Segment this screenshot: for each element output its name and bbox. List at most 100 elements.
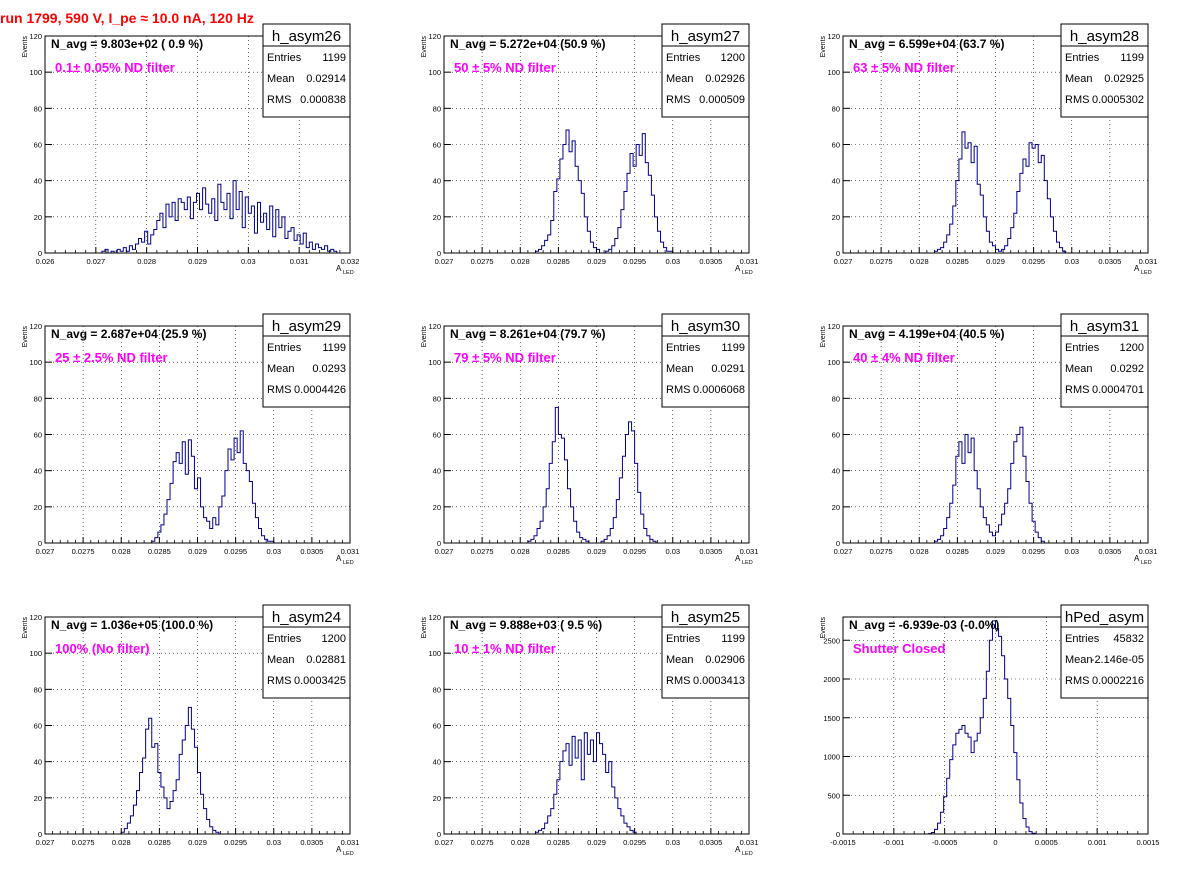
x-axis-label-subscript: LED: [1141, 270, 1152, 276]
x-tick-label: 0.027: [435, 257, 454, 266]
y-tick-label: 60: [34, 141, 42, 150]
x-tick-label: 0.0295: [623, 838, 646, 847]
x-tick-label: 0.0295: [623, 547, 646, 556]
stats-label: Entries: [267, 633, 302, 645]
stats-value: 0.02906: [705, 654, 745, 666]
y-tick-label: 80: [34, 394, 42, 403]
x-tick-label: 0.0275: [870, 547, 893, 556]
x-axis-label-subscript: LED: [343, 270, 354, 276]
stats-value: 0.02925: [1104, 73, 1144, 85]
histogram-panel-h_asym27: 0.027 0.0275 0.028 0.0285 0.029 0.0295 0.03 0.0…: [421, 23, 759, 276]
x-tick-label: 0.0285: [148, 838, 171, 847]
stats-label: Entries: [666, 342, 701, 354]
histogram-series-line: [927, 620, 1036, 835]
histogram-series-line: [95, 180, 340, 254]
stats-title-box: [661, 604, 750, 628]
stats-label: Entries: [267, 342, 302, 354]
x-tick-label: 0.031: [341, 547, 360, 556]
stats-title: h_asym31: [1070, 318, 1139, 335]
x-axis-label: A: [336, 845, 342, 854]
x-tick-label: 0.0305: [699, 257, 722, 266]
y-tick-label: 120: [827, 32, 840, 41]
stats-value: 0.02881: [306, 654, 346, 666]
stats-value: 1200: [1120, 342, 1144, 354]
y-tick-label: 100: [29, 649, 42, 658]
histogram-panel-h_asym25: 0.027 0.0275 0.028 0.0285 0.029 0.0295 0.03 0.0…: [421, 604, 758, 857]
x-tick-label: 0.029: [587, 547, 606, 556]
x-axis-label-subscript: LED: [1141, 560, 1152, 566]
x-tick-label: 0.0305: [1098, 257, 1121, 266]
y-tick-label: 60: [433, 722, 441, 731]
y-tick-label: 1000: [823, 753, 840, 762]
x-tick-label: 0.027: [86, 257, 105, 266]
y-tick-label: 0: [437, 830, 441, 839]
stats-box: [262, 626, 351, 699]
y-tick-label: 60: [34, 722, 42, 731]
filter-annotation: 0.1± 0.05% ND filter: [55, 60, 175, 75]
stats-title: h_asym28: [1070, 28, 1139, 45]
y-tick-label: 100: [827, 68, 840, 77]
x-tick-label: 0.0005: [1035, 838, 1058, 847]
y-tick-label: 20: [34, 794, 42, 803]
filter-annotation: 25 ± 2.5% ND filter: [55, 350, 168, 365]
stats-value: 0.0005302: [1092, 94, 1144, 106]
x-tick-label: 0.0295: [1022, 547, 1045, 556]
x-tick-label: 0.029: [188, 547, 207, 556]
y-tick-label: 40: [433, 467, 441, 476]
x-tick-label: 0.03: [665, 257, 680, 266]
filter-annotation: 10 ± 1% ND filter: [454, 641, 556, 656]
x-tick-label: 0.03: [241, 257, 256, 266]
stats-title: h_asym26: [272, 28, 341, 45]
stats-value: 0.02914: [306, 73, 346, 85]
y-tick-label: 120: [827, 322, 840, 331]
navg-title: N_avg = 2.687e+04 (25.9 %): [51, 327, 206, 341]
stats-value: 0.0292: [1110, 363, 1144, 375]
filter-annotation: Shutter Closed: [853, 641, 946, 656]
navg-title: N_avg = 9.888e+03 ( 9.5 %): [450, 618, 602, 632]
stats-label: Mean: [267, 654, 295, 666]
stats-label: RMS: [1065, 94, 1089, 106]
x-tick-label: 0.03: [1064, 257, 1079, 266]
x-tick-label: 0.032: [341, 257, 360, 266]
y-tick-label: 80: [832, 104, 840, 113]
x-tick-label: 0.027: [435, 547, 454, 556]
histogram-series-line: [527, 406, 657, 544]
run-title: run 1799, 590 V, I_pe ≈ 10.0 nA, 120 Hz: [0, 10, 254, 26]
stats-label: Mean: [267, 363, 295, 375]
stats-value: 0.000838: [300, 94, 346, 106]
navg-title: N_avg = 6.599e+04 (63.7 %): [849, 37, 1004, 51]
histogram-panel-h_asym24: 0.027 0.0275 0.028 0.0285 0.029 0.0295 0.03 0.0…: [22, 604, 359, 857]
navg-title: N_avg = 1.036e+05 (100.0 %): [51, 618, 213, 632]
filter-annotation: 50 ± 5% ND filter: [454, 60, 556, 75]
stats-value: 1200: [721, 52, 745, 64]
x-tick-label: 0.031: [1139, 547, 1158, 556]
y-tick-label: 100: [29, 68, 42, 77]
x-axis-label: A: [336, 264, 342, 273]
y-tick-label: 0: [437, 249, 441, 258]
histogram-panel-h_asym29: 0.027 0.0275 0.028 0.0285 0.029 0.0295 0.03 0.0…: [22, 313, 360, 566]
y-tick-label: 100: [29, 358, 42, 367]
x-tick-label: 0.001: [1088, 838, 1107, 847]
y-tick-label: 500: [827, 791, 840, 800]
stats-title-box: [1060, 604, 1149, 628]
x-tick-label: 0.029: [188, 257, 207, 266]
stats-title-box: [262, 604, 351, 628]
y-tick-label: 2000: [823, 675, 840, 684]
y-tick-label: 40: [34, 467, 42, 476]
stats-title-box: [262, 23, 351, 47]
x-tick-label: 0.0295: [224, 838, 247, 847]
x-axis-label: A: [735, 845, 741, 854]
x-tick-label: 0.0305: [300, 838, 323, 847]
y-tick-label: 40: [34, 177, 42, 186]
x-tick-label: 0.0275: [471, 838, 494, 847]
y-tick-label: 80: [34, 685, 42, 694]
x-axis-label: A: [735, 264, 741, 273]
stats-title-box: [1060, 313, 1149, 337]
y-axis-label: Events: [820, 326, 827, 348]
histogram-series-line: [120, 706, 220, 834]
y-tick-label: 20: [433, 794, 441, 803]
x-tick-label: 0.028: [112, 547, 131, 556]
y-tick-label: 120: [29, 322, 42, 331]
x-tick-label: 0.027: [36, 547, 55, 556]
x-tick-label: 0.031: [740, 257, 759, 266]
